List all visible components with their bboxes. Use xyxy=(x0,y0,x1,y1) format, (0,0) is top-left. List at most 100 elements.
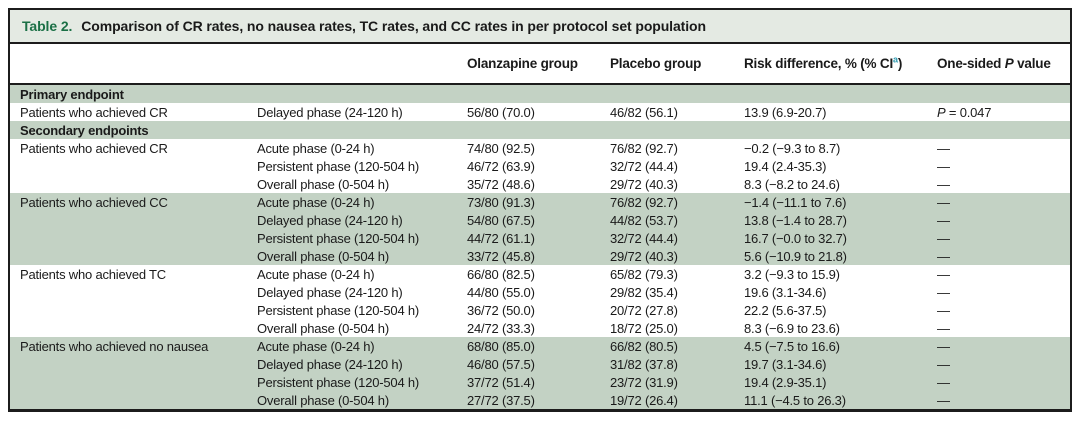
phase-cell: Persistent phase (120-504 h) xyxy=(257,230,420,246)
table-row: Delayed phase (24-120 h) 54/80 (67.5) 44/8… xyxy=(10,211,1070,229)
endpoint-cell: Patients who achieved TC xyxy=(20,266,166,282)
phase-cell: Acute phase (0-24 h) xyxy=(257,266,375,282)
olanzapine-cell: 33/72 (45.8) xyxy=(467,248,535,264)
p-value-cell: — xyxy=(937,374,950,390)
placebo-cell: 65/82 (79.3) xyxy=(610,266,678,282)
placebo-cell: 18/72 (25.0) xyxy=(610,320,678,336)
table-row: Overall phase (0-504 h) 35/72 (48.6) 29/72… xyxy=(10,175,1070,193)
placebo-cell: 32/72 (44.4) xyxy=(610,158,678,174)
section-label: Primary endpoint xyxy=(20,86,124,102)
olanzapine-cell: 56/80 (70.0) xyxy=(467,104,535,120)
phase-cell: Delayed phase (24-120 h) xyxy=(257,284,403,300)
placebo-cell: 20/72 (27.8) xyxy=(610,302,678,318)
placebo-cell: 29/82 (35.4) xyxy=(610,284,678,300)
table-row: Persistent phase (120-504 h) 46/72 (63.9)… xyxy=(10,157,1070,175)
section-label: Secondary endpoints xyxy=(20,122,149,138)
placebo-cell: 32/72 (44.4) xyxy=(610,230,678,246)
risk-difference-cell: 8.3 (−8.2 to 24.6) xyxy=(744,176,840,192)
placebo-cell: 76/82 (92.7) xyxy=(610,194,678,210)
risk-difference-cell: 8.3 (−6.9 to 23.6) xyxy=(744,320,840,336)
risk-header-close: ) xyxy=(897,56,903,71)
olanzapine-cell: 27/72 (37.5) xyxy=(467,392,535,408)
risk-difference-cell: 22.2 (5.6-37.5) xyxy=(744,302,827,318)
p-value-cell: P = 0.047 xyxy=(937,104,992,120)
p-value-cell: — xyxy=(937,338,950,354)
p-value-cell: — xyxy=(937,194,950,210)
phase-cell: Overall phase (0-504 h) xyxy=(257,392,389,408)
table-row: Patients who achieved CR Delayed phase (2… xyxy=(10,103,1070,121)
phase-cell: Persistent phase (120-504 h) xyxy=(257,302,420,318)
risk-difference-cell: 13.9 (6.9-20.7) xyxy=(744,104,827,120)
phase-cell: Delayed phase (24-120 h) xyxy=(257,356,403,372)
p-value-cell: — xyxy=(937,392,950,408)
section-row: Primary endpoint xyxy=(10,85,1070,103)
risk-difference-cell: 19.4 (2.9-35.1) xyxy=(744,374,827,390)
p-value-cell: — xyxy=(937,356,950,372)
olanzapine-cell: 37/72 (51.4) xyxy=(467,374,535,390)
p-value-cell: — xyxy=(937,266,950,282)
placebo-cell: 66/82 (80.5) xyxy=(610,338,678,354)
table-row: Persistent phase (120-504 h) 44/72 (61.1)… xyxy=(10,229,1070,247)
risk-difference-cell: 19.7 (3.1-34.6) xyxy=(744,356,827,372)
risk-difference-cell: 4.5 (−7.5 to 16.6) xyxy=(744,338,840,354)
phase-cell: Overall phase (0-504 h) xyxy=(257,248,389,264)
header-p-value: One-sided P value xyxy=(937,56,1070,71)
placebo-cell: 31/82 (37.8) xyxy=(610,356,678,372)
section-row: Secondary endpoints xyxy=(10,121,1070,139)
header-risk-difference: Risk difference, % (% CIa) xyxy=(744,56,937,71)
olanzapine-cell: 36/72 (50.0) xyxy=(467,302,535,318)
placebo-cell: 46/82 (56.1) xyxy=(610,104,678,120)
p-value-cell: — xyxy=(937,140,950,156)
endpoint-cell: Patients who achieved CR xyxy=(20,140,168,156)
risk-difference-cell: 13.8 (−1.4 to 28.7) xyxy=(744,212,847,228)
table-row: Patients who achieved no nausea Acute pha… xyxy=(10,337,1070,355)
table-row: Patients who achieved TC Acute phase (0-2… xyxy=(10,265,1070,283)
table-row: Delayed phase (24-120 h) 46/80 (57.5) 31/8… xyxy=(10,355,1070,373)
p-header-post: value xyxy=(1013,56,1051,71)
phase-cell: Overall phase (0-504 h) xyxy=(257,176,389,192)
placebo-cell: 76/82 (92.7) xyxy=(610,140,678,156)
p-value-cell: — xyxy=(937,320,950,336)
table-row: Patients who achieved CR Acute phase (0-2… xyxy=(10,139,1070,157)
table-row: Persistent phase (120-504 h) 36/72 (50.0)… xyxy=(10,301,1070,319)
placebo-cell: 29/72 (40.3) xyxy=(610,176,678,192)
p-value-cell: — xyxy=(937,302,950,318)
endpoint-cell: Patients who achieved CC xyxy=(20,194,168,210)
olanzapine-cell: 44/80 (55.0) xyxy=(467,284,535,300)
phase-cell: Acute phase (0-24 h) xyxy=(257,194,375,210)
olanzapine-cell: 44/72 (61.1) xyxy=(467,230,535,246)
risk-difference-cell: 16.7 (−0.0 to 32.7) xyxy=(744,230,847,246)
phase-cell: Acute phase (0-24 h) xyxy=(257,338,375,354)
risk-difference-cell: −1.4 (−11.1 to 7.6) xyxy=(744,194,847,210)
phase-cell: Overall phase (0-504 h) xyxy=(257,320,389,336)
header-placebo-group: Placebo group xyxy=(610,56,702,71)
p-value-cell: — xyxy=(937,248,950,264)
table-row: Persistent phase (120-504 h) 37/72 (51.4)… xyxy=(10,373,1070,391)
footnote-marker-a: a xyxy=(893,56,898,65)
p-value-cell: — xyxy=(937,284,950,300)
risk-header-text: Risk difference, % (% CI xyxy=(744,56,893,71)
phase-cell: Delayed phase (24-120 h) xyxy=(257,104,403,120)
table-row: Overall phase (0-504 h) 27/72 (37.5) 19/72… xyxy=(10,391,1070,409)
column-header-row: Olanzapine group Placebo group Risk diff… xyxy=(10,44,1070,85)
placebo-cell: 19/72 (26.4) xyxy=(610,392,678,408)
placebo-cell: 23/72 (31.9) xyxy=(610,374,678,390)
p-header-italic: P xyxy=(1004,56,1014,71)
table-row: Delayed phase (24-120 h) 44/80 (55.0) 29/8… xyxy=(10,283,1070,301)
olanzapine-cell: 46/80 (57.5) xyxy=(467,356,535,372)
p-value-cell: — xyxy=(937,230,950,246)
table-title-text: Comparison of CR rates, no nausea rates,… xyxy=(81,18,706,34)
olanzapine-cell: 54/80 (67.5) xyxy=(467,212,535,228)
endpoint-cell: Patients who achieved CR xyxy=(20,104,168,120)
comparison-table: Table 2. Comparison of CR rates, no naus… xyxy=(8,8,1072,412)
phase-cell: Delayed phase (24-120 h) xyxy=(257,212,403,228)
placebo-cell: 29/72 (40.3) xyxy=(610,248,678,264)
table-row: Overall phase (0-504 h) 24/72 (33.3) 18/72… xyxy=(10,319,1070,337)
risk-difference-cell: 19.4 (2.4-35.3) xyxy=(744,158,827,174)
olanzapine-cell: 73/80 (91.3) xyxy=(467,194,535,210)
olanzapine-cell: 68/80 (85.0) xyxy=(467,338,535,354)
olanzapine-cell: 66/80 (82.5) xyxy=(467,266,535,282)
table-body: Primary endpoint Patients who achieved CR… xyxy=(10,85,1070,409)
p-value-cell: — xyxy=(937,176,950,192)
p-header-pre: One-sided xyxy=(937,56,1005,71)
